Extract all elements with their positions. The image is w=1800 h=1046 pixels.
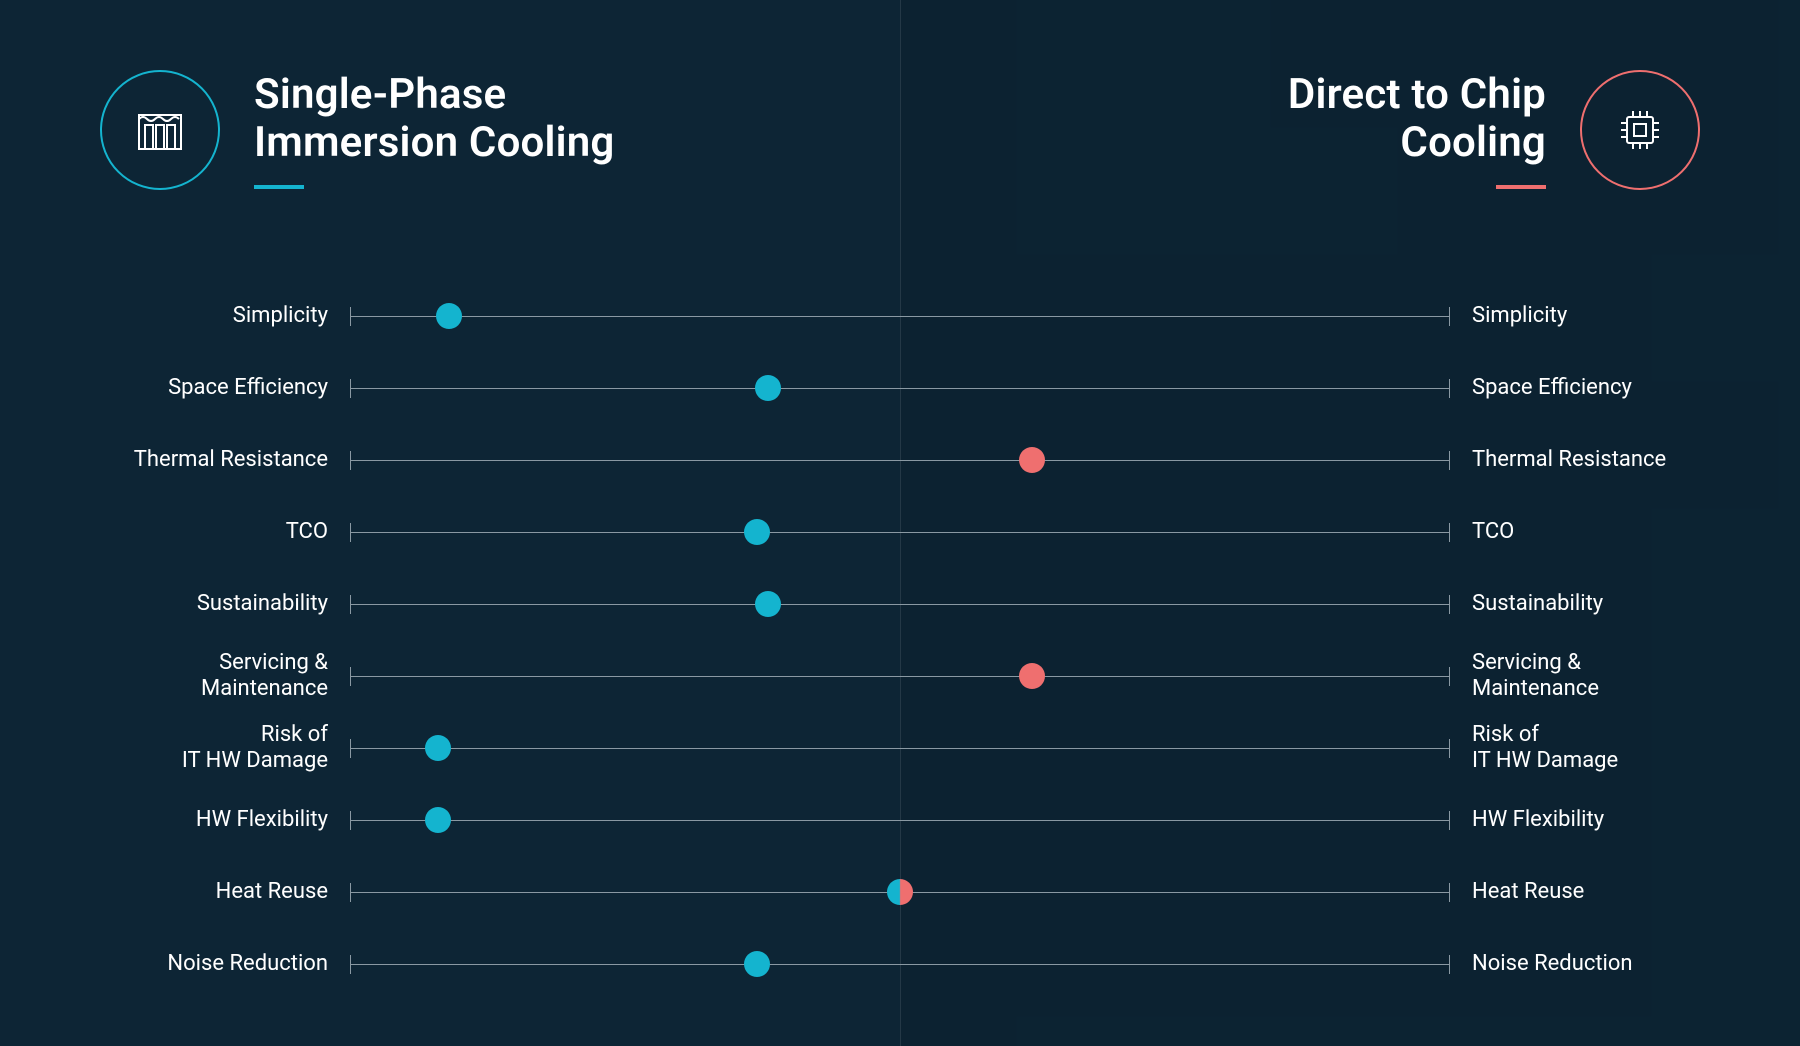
- slider-track: [350, 424, 1450, 496]
- row-label-left: HW Flexibility: [100, 807, 350, 833]
- header-left-underline: [254, 185, 304, 189]
- row-label-right: Servicing & Maintenance: [1450, 650, 1700, 702]
- row-label-left: Sustainability: [100, 591, 350, 617]
- title-right-line1: Direct to Chip: [1288, 70, 1546, 119]
- title-right-line2: Cooling: [1400, 118, 1546, 167]
- chip-icon: [1580, 70, 1700, 190]
- title-left-line2: Immersion Cooling: [254, 118, 615, 167]
- header-right-title-wrap: Direct to Chip Cooling: [1288, 71, 1546, 190]
- slider-marker: [887, 879, 913, 905]
- title-left-line1: Single-Phase: [254, 70, 506, 119]
- slider-marker: [755, 375, 781, 401]
- row-label-left: Servicing & Maintenance: [100, 650, 350, 702]
- row-label-left: Noise Reduction: [100, 951, 350, 977]
- row-label-right: Space Efficiency: [1450, 375, 1700, 401]
- slider-marker: [1019, 663, 1045, 689]
- slider-track: [350, 784, 1450, 856]
- slider-track: [350, 352, 1450, 424]
- slider-track: [350, 640, 1450, 712]
- header-left-title: Single-Phase Immersion Cooling: [254, 71, 615, 168]
- header: Single-Phase Immersion Cooling Direct to…: [100, 70, 1700, 190]
- comparison-row: Noise Reduction Noise Reduction: [100, 928, 1700, 1000]
- slider-marker: [425, 735, 451, 761]
- row-label-left: Thermal Resistance: [100, 447, 350, 473]
- slider-track: [350, 568, 1450, 640]
- header-right-title: Direct to Chip Cooling: [1288, 71, 1546, 168]
- slider-marker: [744, 951, 770, 977]
- slider-marker: [436, 303, 462, 329]
- row-label-left: Space Efficiency: [100, 375, 350, 401]
- row-label-right: Risk of IT HW Damage: [1450, 722, 1700, 774]
- comparison-row: TCO TCO: [100, 496, 1700, 568]
- chart-container: Single-Phase Immersion Cooling Direct to…: [0, 0, 1800, 1046]
- slider-marker: [425, 807, 451, 833]
- comparison-row: HW Flexibility HW Flexibility: [100, 784, 1700, 856]
- row-label-right: Sustainability: [1450, 591, 1700, 617]
- comparison-row: Simplicity Simplicity: [100, 280, 1700, 352]
- row-label-left: Heat Reuse: [100, 879, 350, 905]
- comparison-row: Risk of IT HW Damage Risk of IT HW Damage: [100, 712, 1700, 784]
- row-label-right: Thermal Resistance: [1450, 447, 1700, 473]
- row-label-left: TCO: [100, 519, 350, 545]
- row-label-right: Simplicity: [1450, 303, 1700, 329]
- slider-track: [350, 280, 1450, 352]
- slider-marker: [755, 591, 781, 617]
- comparison-rows: SimplicitySimplicitySpace EfficiencySpac…: [100, 280, 1700, 1000]
- row-label-left: Risk of IT HW Damage: [100, 722, 350, 774]
- immersion-tank-icon: [100, 70, 220, 190]
- row-label-right: Heat Reuse: [1450, 879, 1700, 905]
- header-right: Direct to Chip Cooling: [1288, 70, 1700, 190]
- row-label-right: HW Flexibility: [1450, 807, 1700, 833]
- row-label-right: Noise Reduction: [1450, 951, 1700, 977]
- slider-track: [350, 712, 1450, 784]
- header-right-underline: [1496, 185, 1546, 189]
- slider-marker: [1019, 447, 1045, 473]
- row-label-right: TCO: [1450, 519, 1700, 545]
- slider-track: [350, 928, 1450, 1000]
- comparison-row: Servicing & Maintenance Servicing & Maint…: [100, 640, 1700, 712]
- comparison-row: Space Efficiency Space Efficiency: [100, 352, 1700, 424]
- slider-marker: [744, 519, 770, 545]
- comparison-row: Sustainability Sustainability: [100, 568, 1700, 640]
- header-left: Single-Phase Immersion Cooling: [100, 70, 615, 190]
- comparison-row: Heat Reuse Heat Reuse: [100, 856, 1700, 928]
- comparison-row: Thermal Resistance Thermal Resistance: [100, 424, 1700, 496]
- row-label-left: Simplicity: [100, 303, 350, 329]
- slider-track: [350, 496, 1450, 568]
- header-left-title-wrap: Single-Phase Immersion Cooling: [254, 71, 615, 190]
- slider-track: [350, 856, 1450, 928]
